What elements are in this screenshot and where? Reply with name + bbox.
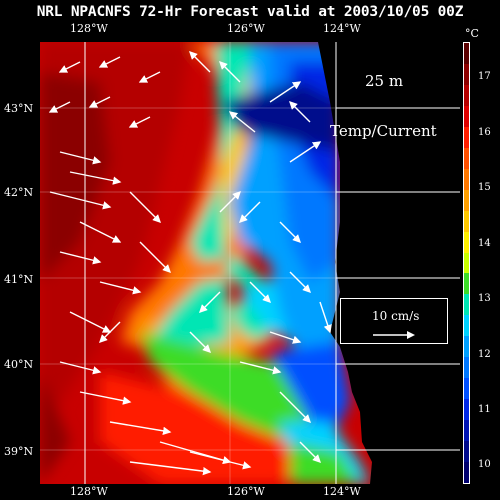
- temperature-field: [40, 42, 460, 484]
- bottom-lon-label-128w: 128°W: [70, 485, 108, 498]
- bottom-lon-label-126w: 126°W: [227, 485, 265, 498]
- lat-label-43n: 43°N: [4, 102, 34, 115]
- colorbar-segment: [464, 441, 469, 463]
- lat-label-39n: 39°N: [4, 445, 34, 458]
- top-lon-label-128w: 128°W: [70, 22, 108, 35]
- colorbar-segment: [464, 105, 469, 128]
- colorbar-segment: [464, 189, 469, 212]
- ocean-temperature-map: [40, 42, 460, 484]
- colorbar-segment: [464, 420, 469, 442]
- colorbar-unit: °C: [465, 27, 479, 40]
- graticule: [40, 42, 460, 484]
- colorbar-segment: [464, 357, 469, 379]
- colorbar-label-14: 14: [478, 238, 491, 249]
- colorbar-segment: [464, 378, 469, 400]
- colorbar-segment: [464, 231, 469, 253]
- lat-label-41n: 41°N: [4, 273, 34, 286]
- vector-scale-legend: [340, 298, 448, 344]
- colorbar-segment: [464, 168, 469, 191]
- bottom-lon-label-124w: 124°W: [323, 485, 361, 498]
- field-label: Temp/Current: [330, 122, 437, 140]
- vector-scale-label: 10 cm/s: [372, 309, 420, 323]
- colorbar-segment: [464, 84, 469, 107]
- lat-label-40n: 40°N: [4, 358, 34, 371]
- colorbar-segment: [464, 462, 469, 484]
- colorbar-segment: [464, 43, 469, 65]
- vector-scale-arrow: [373, 331, 415, 339]
- map-title: NRL NPACNFS 72-Hr Forecast valid at 2003…: [36, 4, 464, 20]
- temperature-colorbar: [463, 42, 470, 484]
- colorbar-segment: [464, 147, 469, 170]
- colorbar-segment: [464, 126, 469, 149]
- depth-label: 25 m: [365, 72, 404, 90]
- current-vectors: [48, 51, 332, 476]
- colorbar-segment: [464, 210, 469, 233]
- colorbar-segment: [464, 273, 469, 295]
- colorbar-segment: [464, 63, 469, 86]
- top-lon-label-124w: 124°W: [323, 22, 361, 35]
- colorbar-label-11: 11: [478, 404, 491, 415]
- colorbar-label-13: 13: [478, 293, 491, 304]
- colorbar-label-15: 15: [478, 182, 491, 193]
- colorbar-segment: [464, 315, 469, 337]
- colorbar-label-10: 10: [478, 459, 491, 470]
- colorbar-segment: [464, 252, 469, 274]
- top-lon-label-126w: 126°W: [227, 22, 265, 35]
- colorbar-label-12: 12: [478, 349, 491, 360]
- lat-label-42n: 42°N: [4, 186, 34, 199]
- colorbar-segment: [464, 294, 469, 316]
- colorbar-label-16: 16: [478, 127, 491, 138]
- colorbar-label-17: 17: [478, 71, 491, 82]
- colorbar-segment: [464, 336, 469, 358]
- colorbar-segment: [464, 399, 469, 421]
